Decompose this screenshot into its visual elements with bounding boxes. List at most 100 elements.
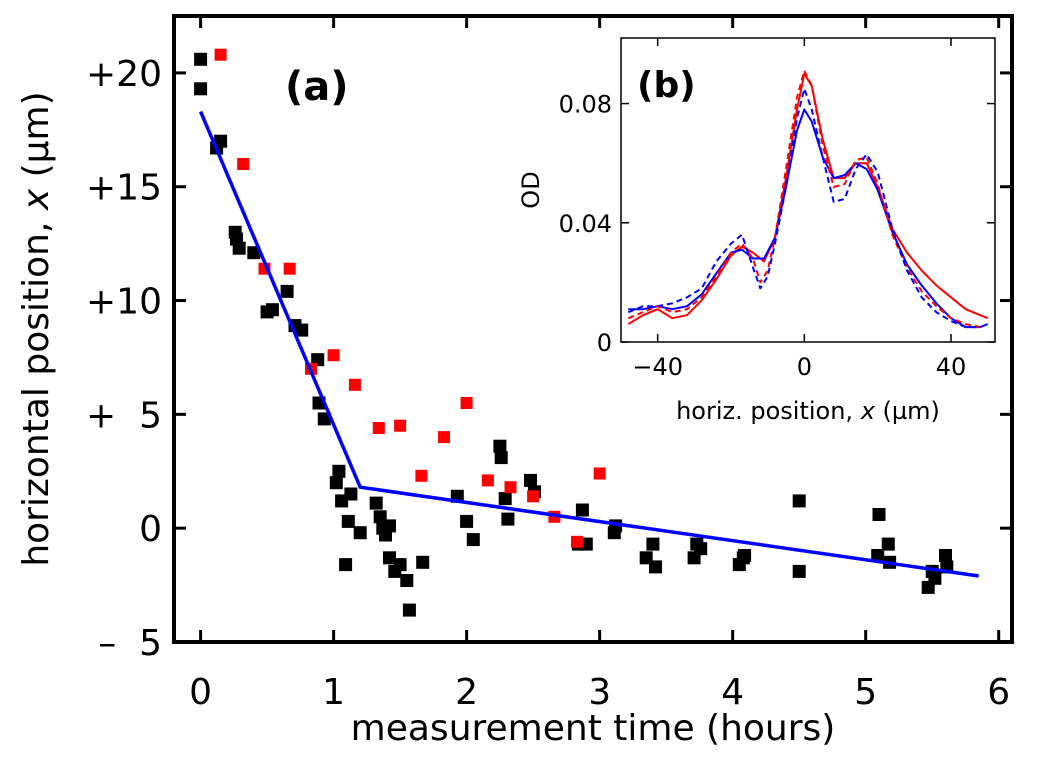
black-point-31 — [400, 574, 414, 587]
inset-marks — [627, 69, 989, 329]
fit-line — [198, 110, 979, 578]
black-point-19 — [339, 558, 353, 572]
x-tick-label: 6 — [987, 672, 1010, 713]
black-point-3 — [214, 134, 228, 148]
x-tick-label: 3 — [588, 672, 611, 713]
red-point-3 — [283, 262, 296, 275]
y-axis-label-suffix: (µm) — [16, 91, 57, 189]
red-point-14 — [527, 490, 540, 503]
x-tick-label: 1 — [322, 672, 345, 713]
inset-y-tick-label: 0.04 — [559, 210, 612, 238]
black-point-49 — [646, 537, 660, 551]
inset-tick-labels: −40 0 40 0 0.04 0.08 — [559, 91, 967, 381]
x-tick-label: 5 — [854, 672, 877, 713]
black-point-7 — [247, 246, 261, 260]
black-point-41 — [524, 473, 537, 487]
inset-x-label-suffix: (µm) — [875, 397, 940, 425]
black-point-60 — [871, 549, 885, 562]
y-tick-label: 0 — [139, 509, 162, 550]
y-tick-label: +10 — [86, 282, 162, 323]
main-panel-label: (a) — [285, 64, 349, 110]
inset-y-tick-label: 0 — [597, 329, 612, 357]
black-point-56 — [738, 549, 752, 562]
black-point-28 — [383, 551, 396, 565]
inset-x-tick-label: 40 — [936, 353, 967, 381]
black-point-44 — [575, 503, 589, 517]
red-point-1 — [237, 158, 250, 170]
y-tick-label: – 5 — [98, 623, 162, 664]
black-point-32 — [402, 603, 416, 617]
x-tick-label: 4 — [721, 672, 744, 713]
black-point-15 — [317, 412, 331, 426]
red-point-10 — [438, 431, 450, 444]
black-point-22 — [353, 526, 367, 540]
inset-x-tick-label: −40 — [632, 353, 683, 381]
black-point-20 — [341, 514, 355, 528]
x-tick-label: 0 — [189, 672, 212, 713]
main-tick-labels: 0 1 2 3 4 5 6 +20 +15 +10 + 5 0 – 5 — [86, 54, 1010, 713]
main-marks — [194, 48, 979, 617]
black-point-39 — [498, 492, 512, 506]
red-dashed-curve — [627, 69, 981, 329]
inset-x-label-var: x — [860, 397, 876, 425]
y-tick-label: + 5 — [86, 395, 162, 436]
inset-plot: −40 0 40 0 0.04 0.08 (b) horiz. position, x (… — [517, 37, 996, 425]
y-tick-label: +20 — [86, 54, 162, 95]
black-point-12 — [295, 323, 309, 337]
red-point-12 — [481, 474, 494, 487]
y-axis-label: horizontal position, x (µm) — [16, 91, 57, 566]
inset-background — [621, 38, 995, 342]
black-point-9 — [265, 303, 279, 317]
blue-dashed-curve — [627, 87, 981, 329]
y-tick-label: +15 — [86, 168, 162, 209]
black-point-1 — [194, 82, 208, 96]
x-axis-label: measurement time (hours) — [351, 708, 836, 749]
inset-panel-label: (b) — [637, 65, 696, 106]
red-point-6 — [348, 378, 361, 391]
red-point-11 — [460, 397, 473, 409]
red-point-9 — [415, 469, 428, 482]
red-point-5 — [327, 349, 340, 362]
x-tick-label: 2 — [455, 672, 478, 713]
inset-plot-frame — [620, 37, 996, 343]
y-axis-label-var: x — [16, 188, 57, 211]
black-point-59 — [872, 508, 886, 521]
black-point-62 — [881, 537, 895, 551]
black-point-17 — [332, 464, 346, 478]
black-point-16 — [329, 476, 343, 490]
black-point-40 — [501, 512, 515, 526]
blue-solid-curve — [628, 108, 989, 329]
black-point-38 — [494, 451, 508, 465]
black-point-65 — [928, 571, 942, 585]
red-point-17 — [593, 467, 606, 480]
inset-y-tick-label: 0.08 — [559, 91, 612, 119]
black-point-10 — [280, 284, 294, 298]
black-point-35 — [460, 514, 474, 528]
inset-x-label-prefix: horiz. position, — [676, 397, 861, 425]
black-point-36 — [466, 533, 480, 547]
main-plot-frame — [172, 14, 1014, 644]
red-point-16 — [571, 535, 583, 548]
black-point-33 — [416, 555, 430, 569]
inset-x-axis-label: horiz. position, x (µm) — [676, 397, 940, 425]
red-solid-curve — [627, 72, 989, 325]
black-point-23 — [369, 496, 383, 510]
black-point-66 — [939, 549, 952, 562]
black-point-0 — [194, 52, 208, 66]
black-point-30 — [393, 558, 407, 572]
main-plot: 0 1 2 3 4 5 6 +20 +15 +10 + 5 0 – 5 (a) measurement … — [16, 14, 1014, 749]
y-axis-label-prefix: horizontal position, — [16, 210, 57, 566]
red-point-13 — [504, 481, 517, 494]
inset-y-axis-label: OD — [517, 171, 545, 208]
black-point-37 — [493, 439, 507, 453]
red-point-7 — [372, 422, 385, 434]
black-point-47 — [607, 526, 621, 540]
black-point-58 — [792, 564, 806, 578]
black-point-53 — [694, 542, 708, 556]
black-point-50 — [649, 560, 662, 574]
red-point-8 — [394, 419, 407, 432]
black-point-57 — [792, 494, 806, 508]
black-point-45 — [579, 537, 593, 551]
red-point-0 — [214, 48, 227, 61]
